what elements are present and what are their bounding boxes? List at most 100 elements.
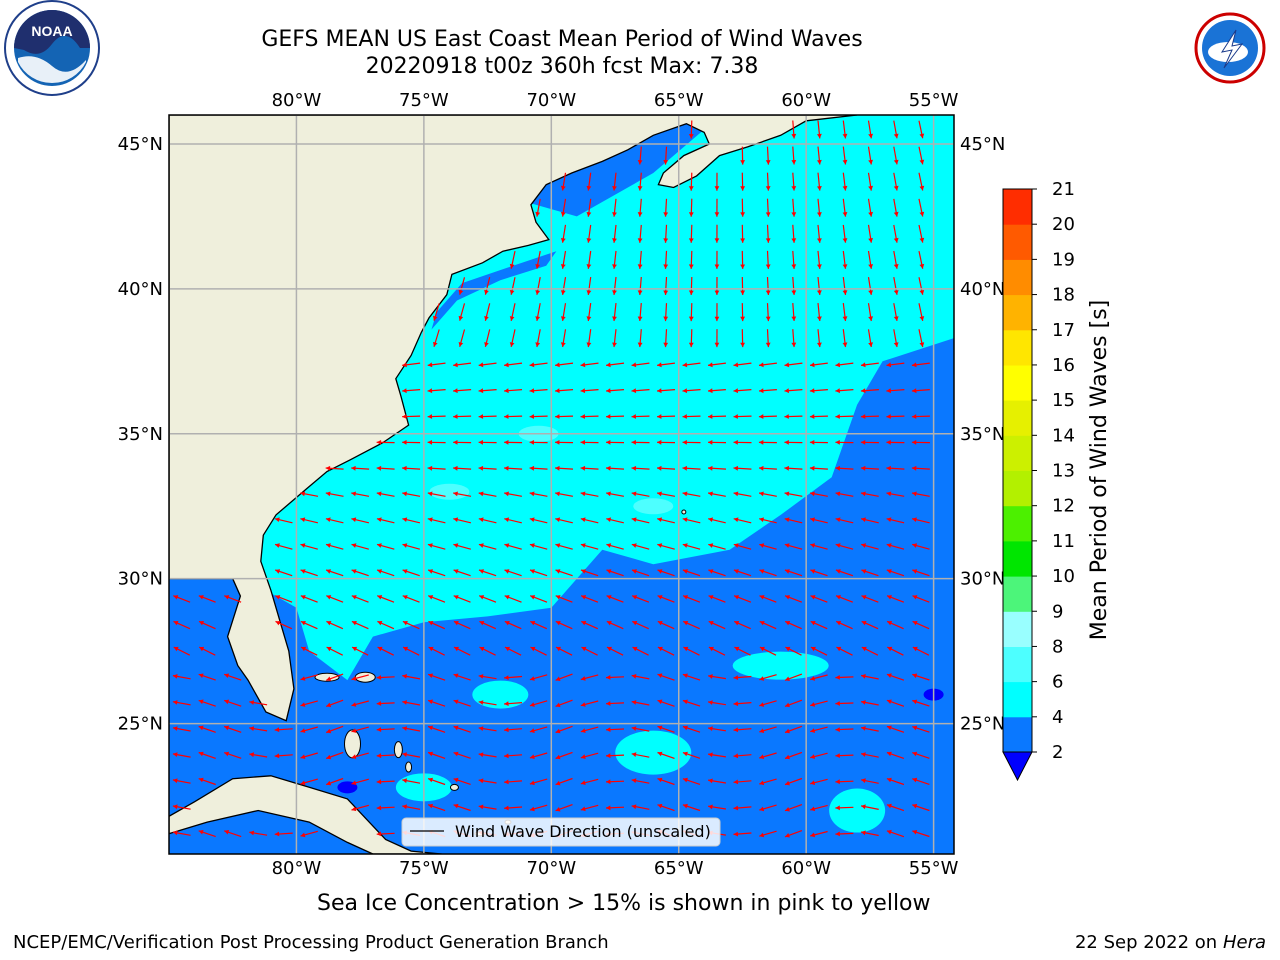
direction-arrow-head [376,701,382,706]
colorbar-tick-label: 18 [1052,285,1075,306]
direction-arrow-head [453,725,459,731]
direction-arrow-head [300,728,306,733]
direction-arrow-head [657,646,663,652]
direction-arrow-head [733,362,739,368]
direction-arrow-head [612,316,617,321]
direction-arrow-head [708,362,713,368]
direction-arrow-head [708,752,713,758]
direction-arrow-head [657,465,662,471]
colorbar-segment [1003,189,1032,225]
direction-arrow-head [785,833,790,838]
colorbar-tick-label: 19 [1052,249,1075,270]
direction-arrow-head [765,186,771,191]
direction-arrow-head [759,388,764,394]
direction-arrow-head [765,342,771,348]
direction-arrow-head [868,159,873,165]
direction-arrow-head [810,676,816,681]
direction-arrow-head [817,342,822,348]
colorbar-segment [1003,470,1032,507]
direction-arrow-head [688,290,694,295]
direction-arrow-head [504,727,509,733]
date-text: 22 Sep 2022 on [1074,932,1218,953]
direction-arrow-head [376,517,382,522]
period-band-2-4 [169,338,954,854]
direction-arrow-head [861,804,866,810]
direction-arrow-head [842,316,848,321]
direction-arrow-head [555,491,560,497]
direction-arrow-head [351,465,356,471]
direction-arrow-head [172,778,178,784]
direction-arrow-head [580,676,586,681]
direction-arrow-head [612,264,617,269]
direction-arrow-head [580,780,586,785]
direction-arrow-head [682,699,688,705]
direction-arrow-head [714,238,720,243]
direction-arrow-head [682,751,688,757]
direction-arrow-head [556,646,561,652]
direction-arrow-head [791,133,797,139]
direction-arrow-head [612,186,617,191]
direction-arrow-head [912,673,918,679]
direction-arrow-head [478,804,484,810]
direction-arrow-head [402,726,407,731]
direction-arrow-head [631,674,637,679]
direction-arrow-head [842,264,848,269]
direction-arrow-head [912,830,918,835]
direction-arrow-head [657,362,662,368]
direction-arrow-head [300,832,306,838]
direction-arrow-head [861,595,867,600]
direction-arrow-head [657,414,662,419]
direction-arrow-head [810,621,816,626]
direction-arrow-head [733,675,739,680]
direction-arrow-head [759,646,765,652]
direction-arrow-head [580,465,586,471]
direction-arrow-head [376,440,382,445]
lon-tick-label-top: 65°W [654,90,704,111]
colorbar-tick-label: 9 [1052,601,1063,622]
direction-arrow-head [785,728,790,734]
direction-arrow-head [868,133,873,139]
period-patch-under [337,781,358,794]
direction-arrow-head [688,134,694,139]
direction-arrow-head [351,702,357,707]
direction-arrow-head [682,362,688,368]
direction-arrow-head [326,728,332,734]
direction-arrow-head [484,316,489,321]
direction-arrow-head [505,646,510,652]
direction-arrow-head [504,465,509,471]
direction-arrow-head [529,728,535,733]
direction-arrow-head [402,595,408,600]
direction-arrow-head [198,777,204,783]
direction-arrow-head [682,803,688,809]
colorbar-segment [1003,400,1032,436]
direction-arrow-head [586,238,592,243]
direction-arrow-head [478,543,484,548]
direction-arrow-head [326,569,331,574]
direction-arrow-head [402,804,407,810]
period-patch-6-8 [633,498,674,515]
direction-arrow-head [428,699,433,705]
direction-arrow-head [708,569,714,574]
direction-arrow-head [663,342,669,348]
direction-arrow-head [301,646,307,652]
direction-arrow-head [631,752,637,757]
direction-arrow-head [919,159,925,165]
direction-arrow-head [224,699,230,705]
direction-arrow-head [688,186,694,191]
direction-arrow-head [733,388,738,394]
direction-arrow-head [842,185,848,191]
direction-arrow-head [886,414,891,419]
direction-arrow-head [509,342,515,347]
period-patch-6-8 [429,483,470,500]
period-patch-4-6 [829,788,886,833]
lat-tick-label-left: 45°N [118,134,163,155]
direction-arrow-head [377,543,382,548]
direction-arrow-head [682,491,688,497]
direction-arrow-head [504,805,509,811]
direction-arrow-head [835,517,841,522]
direction-arrow-head [734,646,740,652]
direction-arrow-head [791,316,797,321]
direction-arrow-head [861,543,867,548]
direction-arrow-head [529,702,535,707]
direction-arrow-head [708,543,714,548]
